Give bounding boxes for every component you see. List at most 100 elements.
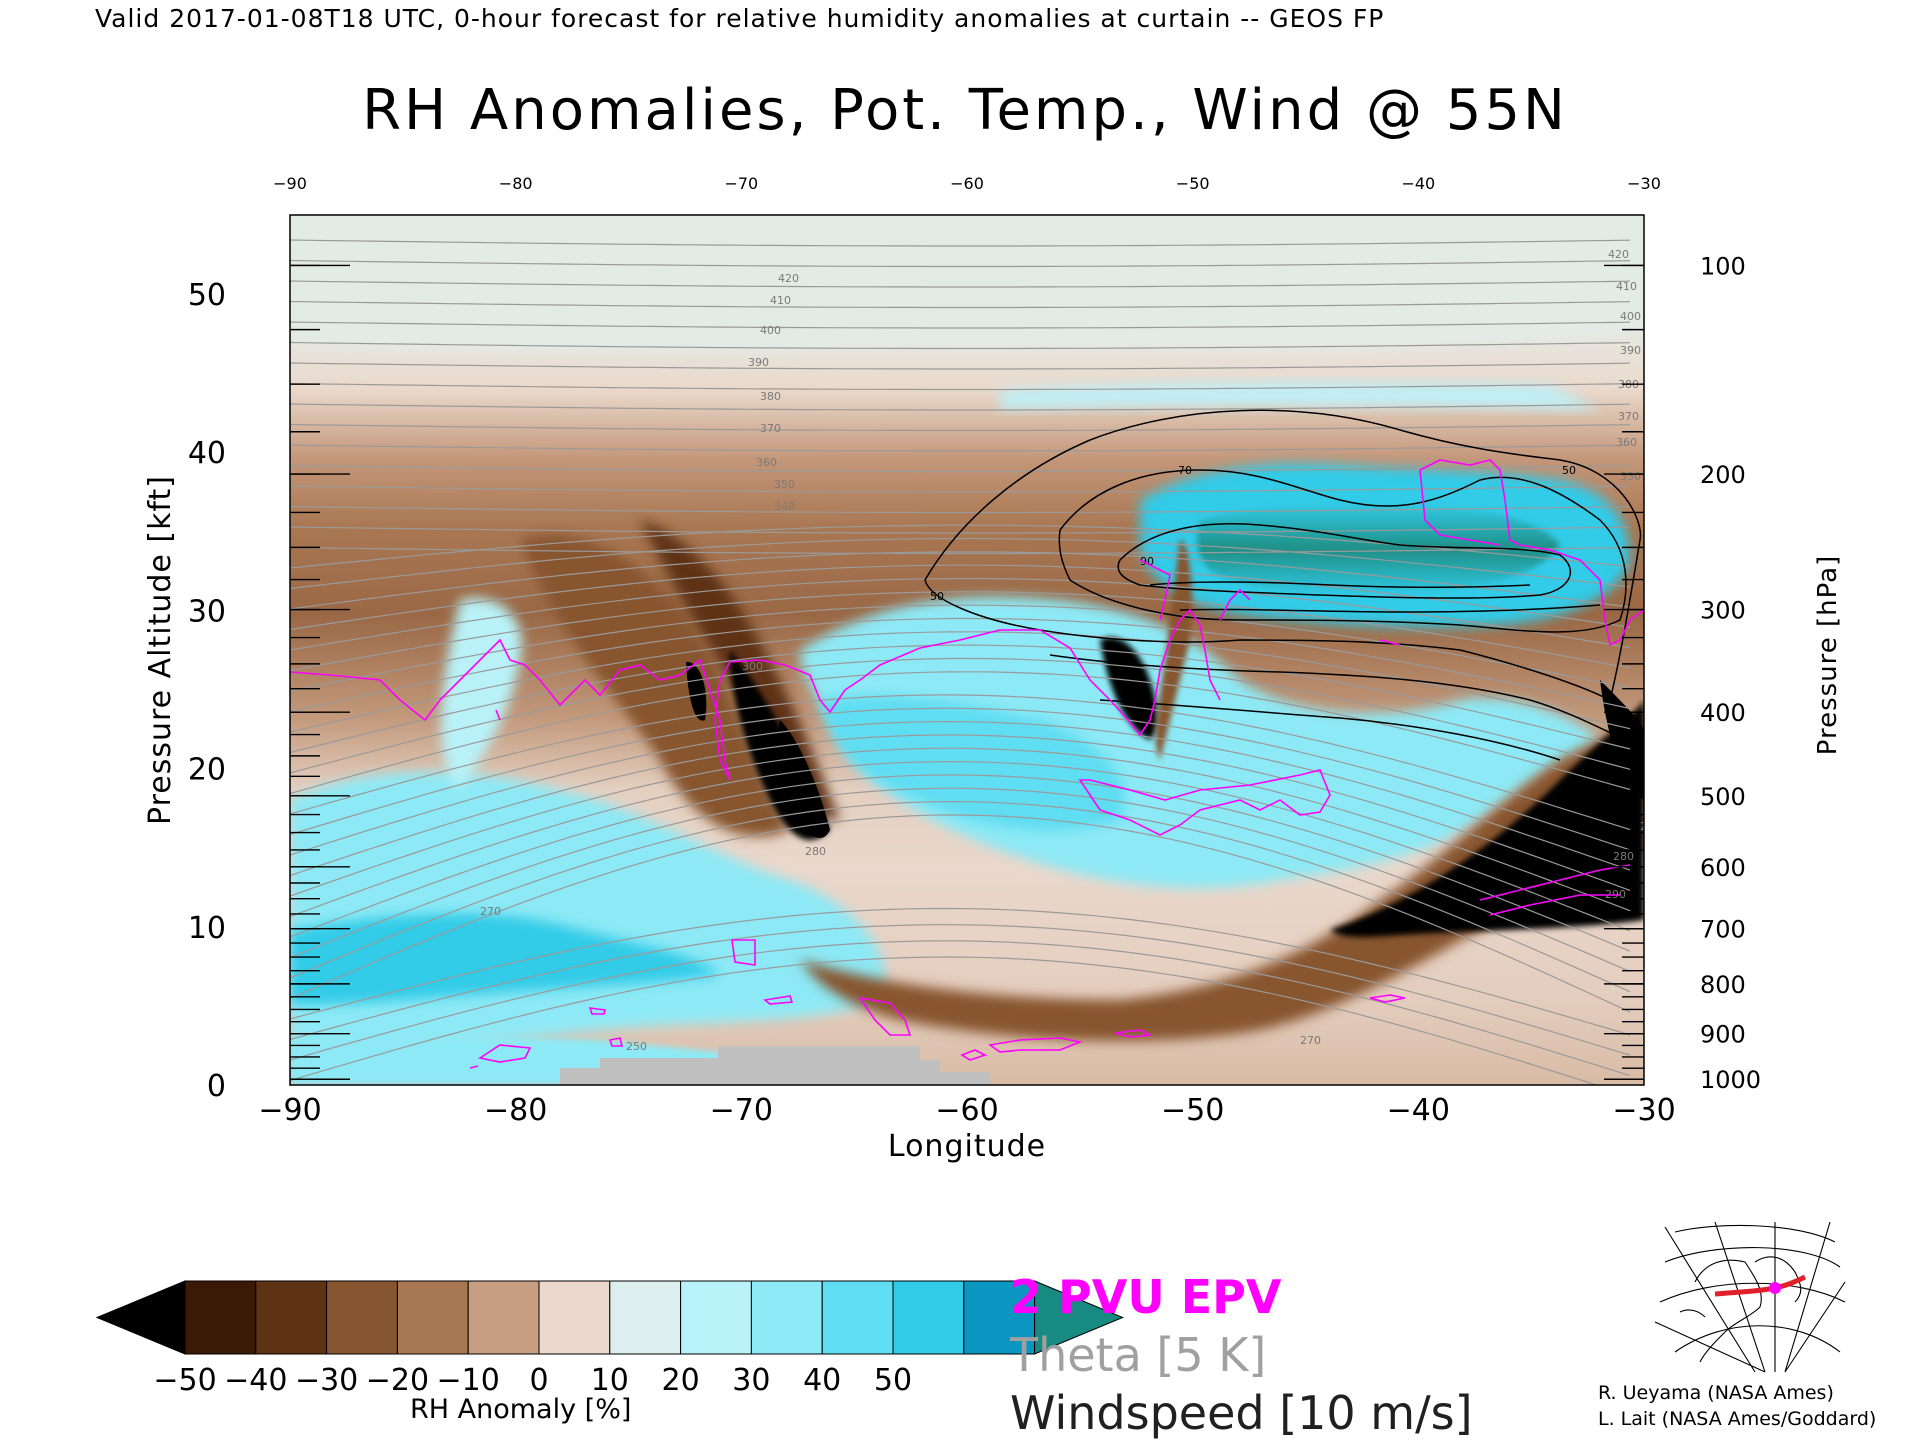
rh-anomaly-field xyxy=(290,215,1644,1085)
theta-contour-line xyxy=(290,707,1631,851)
x-top-tick-label: −40 xyxy=(1401,174,1435,193)
wind-contour-70 xyxy=(1058,469,1627,633)
colorbar-segment xyxy=(680,1280,752,1355)
theta-contour-line xyxy=(290,362,1631,370)
theta-contour-line xyxy=(290,924,1631,1056)
credit-line-2: L. Lait (NASA Ames/Goddard) xyxy=(1598,1408,1877,1430)
y-tick-label: 40 xyxy=(188,436,226,471)
colorbar-tick: −20 xyxy=(366,1363,429,1398)
pressure-tick-label: 100 xyxy=(1700,252,1746,280)
theta-label: 250 xyxy=(626,1040,647,1053)
pressure-tick-label: 600 xyxy=(1700,854,1746,882)
x-axis-label: Longitude xyxy=(888,1129,1046,1164)
pressure-tick-label: 700 xyxy=(1700,916,1746,944)
theta-label: 400 xyxy=(760,324,781,337)
colorbar-segment xyxy=(538,1280,611,1355)
colorbar-segment xyxy=(184,1280,257,1355)
x-top-tick-label: −30 xyxy=(1627,174,1661,193)
theta-label: 420 xyxy=(778,272,799,285)
theta-label: 290 xyxy=(1640,820,1661,833)
theta-contour-line xyxy=(290,760,1631,932)
y-tick-label: 30 xyxy=(188,594,226,629)
x-top-tick-label: −60 xyxy=(950,174,984,193)
colorbar-segment xyxy=(255,1280,328,1355)
theta-contour-line xyxy=(290,720,1631,871)
plot-frame xyxy=(289,214,1645,1086)
theta-contour-line xyxy=(290,604,1631,692)
theta-label: 370 xyxy=(1618,410,1639,423)
x-top-axis-ticks: −90 −80 −70 −60 −50 −40 −30 xyxy=(273,174,1661,193)
theta-label: 280 xyxy=(805,845,826,858)
theta-label: 270 xyxy=(1300,1034,1321,1047)
theta-label: 350 xyxy=(1620,470,1641,483)
theta-contour-line xyxy=(290,259,1631,268)
colorbar-tick: 50 xyxy=(874,1363,912,1398)
colorbar-segment xyxy=(963,1280,1036,1355)
windspeed-contours xyxy=(924,409,1642,761)
theta-contour-line xyxy=(290,787,1631,973)
legend-theta: Theta [5 K] xyxy=(1010,1328,1267,1382)
theta-contour-line xyxy=(290,341,1631,350)
x-top-tick-label: −50 xyxy=(1176,174,1210,193)
colorbar-max-arrow xyxy=(1034,1280,1124,1355)
x-tick-label: −30 xyxy=(1612,1093,1675,1128)
colorbar-tick: 30 xyxy=(732,1363,770,1398)
wind-contour-90 xyxy=(1117,523,1572,599)
wind-label: 50 xyxy=(1562,464,1576,477)
colorbar-tick: −30 xyxy=(295,1363,358,1398)
theta-labels: 250 270 280 290 300 340 350 360 370 380 390 400 410 4… xyxy=(480,248,1661,1053)
theta-contours xyxy=(290,239,1631,1085)
theta-label: 420 xyxy=(1608,248,1629,261)
theta-contour-line xyxy=(290,300,1631,309)
theta-contour-line xyxy=(290,485,1631,493)
theta-contour-line xyxy=(290,774,1631,952)
x-tick-label: −80 xyxy=(484,1093,547,1128)
theta-contour-line xyxy=(290,644,1631,754)
theta-contour-line xyxy=(290,591,1631,672)
theta-contour-line xyxy=(290,907,1631,1036)
theta-contour-line xyxy=(290,617,1631,713)
legend-epv: 2 PVU EPV xyxy=(1010,1270,1282,1324)
theta-contour-line xyxy=(290,551,1631,610)
wind-label: 70 xyxy=(1178,464,1192,477)
theta-label: 400 xyxy=(1620,310,1641,323)
colorbar-tick: 0 xyxy=(529,1363,548,1398)
credit-line-1: R. Ueyama (NASA Ames) xyxy=(1598,1382,1834,1404)
theta-contour-line xyxy=(290,671,1631,795)
theta-contour-line xyxy=(290,239,1631,247)
theta-label: 350 xyxy=(774,478,795,491)
theta-contour-line xyxy=(290,280,1631,288)
theta-label: 410 xyxy=(1616,280,1637,293)
theta-contour-line xyxy=(290,537,1631,590)
x-top-tick-label: −70 xyxy=(724,174,758,193)
colorbar-tick: −10 xyxy=(437,1363,500,1398)
theta-contour-line xyxy=(290,814,1631,1013)
y-tick-label: 20 xyxy=(188,753,226,788)
theta-label: 380 xyxy=(760,390,781,403)
wind-label: 50 xyxy=(930,590,944,603)
x-axis-ticks: −90 −80 −70 −60 −50 −40 −30 xyxy=(258,1093,1675,1128)
theta-label: 300 xyxy=(742,660,763,673)
x-tick-label: −60 xyxy=(935,1093,998,1128)
theta-contour-line xyxy=(290,382,1631,391)
theta-contour-line xyxy=(290,564,1631,631)
theta-contour-line xyxy=(290,505,1631,514)
colorbar-segment xyxy=(750,1280,823,1355)
theta-contour-line xyxy=(290,956,1599,1085)
x-tick-label: −70 xyxy=(710,1093,773,1128)
theta-contour-line xyxy=(290,657,1631,774)
chart-title: RH Anomalies, Pot. Temp., Wind @ 55N xyxy=(362,78,1568,143)
theta-contour-line xyxy=(290,464,1631,473)
theta-label: 390 xyxy=(1620,344,1641,357)
x-tick-label: −50 xyxy=(1161,1093,1224,1128)
colorbar-min-arrow xyxy=(95,1280,186,1355)
theta-label: 360 xyxy=(756,456,777,469)
forecast-valid-line: Valid 2017-01-08T18 UTC, 0-hour forecast… xyxy=(95,4,1385,33)
colorbar-tick-labels: −50 −40 −30 −20 −10 0 10 20 30 40 50 xyxy=(153,1363,912,1398)
colorbar-segment xyxy=(609,1280,682,1355)
colorbar-segment xyxy=(892,1280,965,1355)
pressure-tick-label: 800 xyxy=(1700,971,1746,999)
pressure-tick-label: 400 xyxy=(1700,699,1746,727)
rh-anomaly-colorbar xyxy=(95,1280,1124,1355)
